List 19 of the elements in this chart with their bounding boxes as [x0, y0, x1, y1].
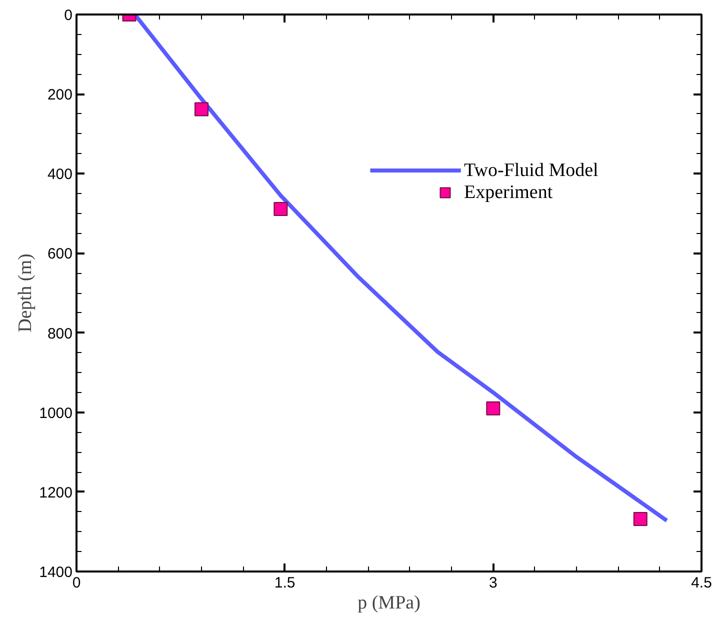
x-axis-title: p (MPa) — [358, 592, 420, 614]
y-tick-label: 800 — [47, 325, 73, 342]
point — [274, 202, 288, 216]
y-tick-label: 600 — [47, 246, 73, 263]
legend-label: Two-Fluid Model — [464, 160, 598, 181]
x-tick-label: 3 — [488, 574, 498, 592]
x-tick-label: 1.5 — [274, 574, 296, 592]
y-tick-label: 1200 — [39, 484, 73, 502]
y-tick-label: 0 — [64, 7, 72, 24]
y-tick-label: 200 — [47, 86, 73, 104]
y-tick-label: 1000 — [39, 404, 73, 422]
point — [486, 401, 500, 416]
point — [633, 512, 648, 526]
legend-label: Experiment — [464, 182, 554, 204]
y-tick-label: 1400 — [39, 564, 73, 581]
point — [194, 102, 208, 116]
x-tick-label: 4.5 — [691, 574, 712, 592]
y-tick-label: 400 — [47, 166, 73, 184]
y-axis-title: Depth (m) — [15, 254, 36, 332]
